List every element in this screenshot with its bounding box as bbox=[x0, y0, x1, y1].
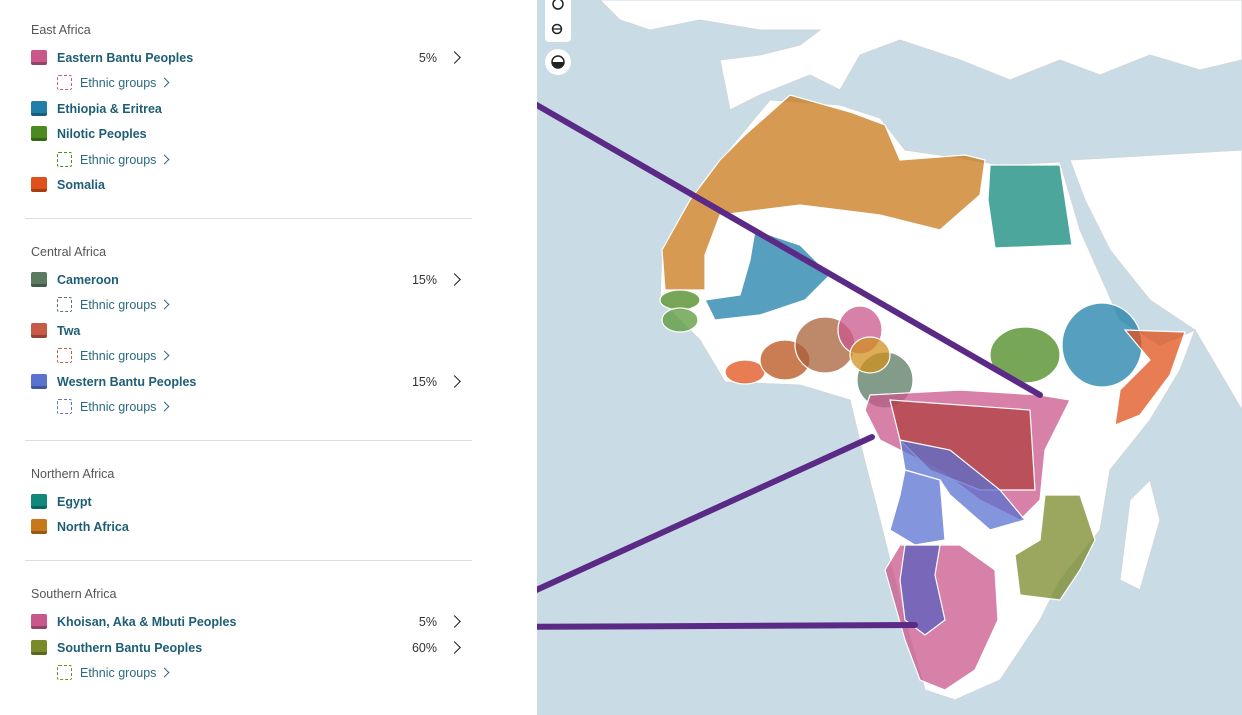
ethnic-groups-chevron bbox=[159, 154, 170, 165]
color-swatch bbox=[31, 519, 47, 535]
region-title: Southern Africa bbox=[31, 587, 117, 602]
zoom-box bbox=[545, 0, 571, 42]
madagascar bbox=[1119, 479, 1161, 591]
population-name[interactable]: Nilotic Peoples bbox=[57, 127, 147, 142]
ethnic-groups-icon bbox=[57, 75, 72, 91]
ethnic-groups-chevron bbox=[159, 667, 170, 678]
arrow bbox=[537, 101, 1043, 398]
population-name[interactable]: Khoisan, Aka & Mbuti Peoples bbox=[57, 615, 237, 630]
map bbox=[537, 0, 1242, 715]
color-swatch bbox=[31, 322, 47, 338]
details-chevron[interactable] bbox=[448, 640, 461, 654]
color-swatch bbox=[31, 614, 47, 630]
population-name[interactable]: Cameroon bbox=[57, 273, 119, 287]
arrow bbox=[537, 434, 875, 593]
ethnic-groups-chevron bbox=[159, 401, 170, 412]
color-swatch bbox=[31, 494, 47, 509]
ancestry-panel: East Africa Eastern Bantu Peoples 5% Ethnic… bbox=[0, 0, 536, 715]
europe bbox=[599, 0, 1242, 111]
ethnic-groups-icon bbox=[57, 665, 72, 681]
ethnic-groups-chevron bbox=[159, 299, 170, 310]
ethnic-groups-link[interactable]: Ethnic groups bbox=[80, 349, 157, 364]
ethnic-groups-icon bbox=[57, 297, 72, 313]
percentage: 60% bbox=[411, 640, 437, 655]
region-title: Central Africa bbox=[31, 245, 107, 259]
color-swatch bbox=[31, 373, 47, 389]
ethnic-groups-icon bbox=[57, 151, 72, 167]
ethnic-groups-link[interactable]: Ethnic groups bbox=[80, 152, 157, 167]
population-name[interactable]: Southern Bantu Peoples bbox=[57, 640, 203, 655]
ethnic-groups-chevron bbox=[159, 77, 170, 88]
zoom-in[interactable] bbox=[552, 0, 564, 10]
ethnic-groups-link[interactable]: Ethnic groups bbox=[80, 400, 157, 414]
details-chevron[interactable] bbox=[448, 273, 461, 286]
ethnic-groups-icon bbox=[57, 399, 72, 414]
details-chevron[interactable] bbox=[448, 51, 461, 64]
percentage: 15% bbox=[411, 374, 437, 389]
arrows bbox=[537, 101, 1043, 630]
color-swatch bbox=[31, 126, 47, 142]
percentage: 15% bbox=[411, 273, 437, 287]
color-swatch bbox=[31, 50, 47, 65]
divider bbox=[25, 440, 472, 441]
population-name[interactable]: Twa bbox=[57, 323, 81, 338]
population-name[interactable]: Western Bantu Peoples bbox=[57, 374, 197, 389]
zoom-out[interactable] bbox=[551, 23, 563, 35]
region-title: East Africa bbox=[31, 23, 91, 37]
regions-overlay bbox=[659, 94, 1186, 691]
color-swatch bbox=[31, 177, 47, 192]
divider bbox=[25, 560, 472, 562]
color-swatch bbox=[31, 100, 47, 116]
color-swatch bbox=[31, 639, 47, 655]
arrow bbox=[537, 622, 918, 630]
population-name[interactable]: North Africa bbox=[57, 520, 129, 535]
zoom-controls bbox=[545, 0, 571, 75]
population-name[interactable]: Ethiopia & Eritrea bbox=[57, 101, 162, 116]
ethnic-groups-chevron bbox=[159, 350, 170, 361]
population-name[interactable]: Somalia bbox=[57, 178, 105, 192]
ethnic-groups-icon bbox=[57, 348, 72, 364]
color-swatch bbox=[31, 272, 47, 287]
toggle-fill bbox=[552, 62, 564, 68]
ethnic-groups-link[interactable]: Ethnic groups bbox=[80, 298, 157, 313]
ethnic-groups-link[interactable]: Ethnic groups bbox=[80, 666, 157, 681]
details-chevron[interactable] bbox=[448, 374, 461, 388]
middle-east bbox=[1069, 149, 1242, 411]
ethnic-groups-link[interactable]: Ethnic groups bbox=[80, 76, 157, 91]
population-name[interactable]: Egypt bbox=[57, 495, 92, 509]
region-title: Northern Africa bbox=[31, 467, 115, 481]
percentage: 5% bbox=[418, 615, 437, 630]
population-name[interactable]: Eastern Bantu Peoples bbox=[57, 51, 194, 65]
divider bbox=[25, 218, 472, 219]
percentage: 5% bbox=[418, 51, 437, 65]
details-chevron[interactable] bbox=[448, 615, 461, 629]
